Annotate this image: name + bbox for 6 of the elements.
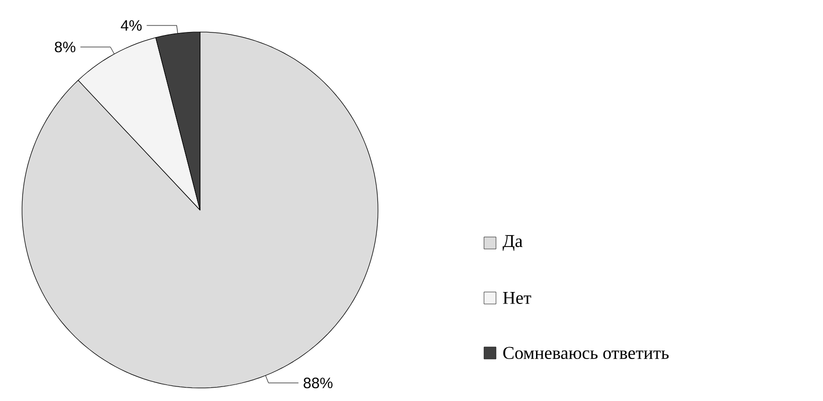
data-label: 88% (304, 378, 332, 388)
legend-label: Сомневаюсь ответить (503, 346, 669, 360)
legend-label: Да (502, 235, 523, 251)
legend-label: Нет (503, 292, 532, 304)
data-label: 8% (54, 42, 76, 52)
data-label: 4% (120, 20, 142, 31)
